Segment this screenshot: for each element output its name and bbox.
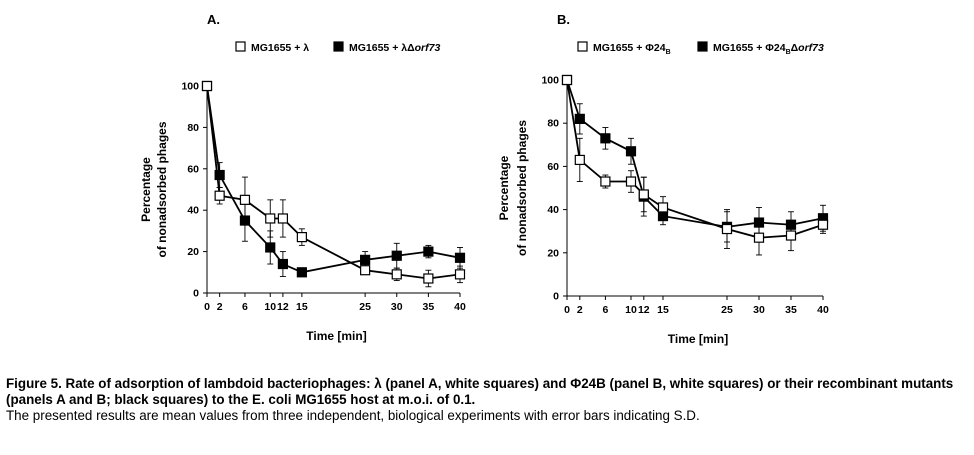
x-tick-label: 2 bbox=[577, 304, 583, 316]
y-axis-label: Percentage bbox=[497, 155, 511, 220]
data-point bbox=[785, 230, 797, 241]
series-line bbox=[206, 85, 461, 280]
y-tick-label: 80 bbox=[187, 122, 199, 134]
data-point bbox=[561, 74, 573, 86]
data-point bbox=[296, 232, 307, 243]
legend-marker bbox=[235, 41, 246, 52]
data-point bbox=[817, 219, 829, 230]
data-point bbox=[574, 154, 585, 166]
caption-title: Figure 5. Rate of adsorption of lambdoid… bbox=[6, 376, 954, 407]
data-point bbox=[423, 246, 434, 257]
y-tick-label: 40 bbox=[187, 205, 199, 217]
y-tick-label: 0 bbox=[553, 291, 559, 303]
data-point bbox=[574, 113, 585, 124]
data-point bbox=[265, 242, 276, 253]
data-point bbox=[657, 202, 669, 213]
x-tick-label: 12 bbox=[277, 301, 289, 313]
x-tick-label: 30 bbox=[753, 304, 765, 316]
data-point bbox=[360, 265, 371, 276]
x-tick-label: 35 bbox=[785, 304, 797, 316]
legend-label: MG1655 + λΔorf73 bbox=[349, 42, 440, 54]
panel-label: B. bbox=[557, 12, 570, 27]
data-point bbox=[625, 146, 637, 157]
data-point bbox=[277, 213, 288, 224]
data-point bbox=[625, 176, 637, 187]
x-tick-label: 6 bbox=[602, 304, 608, 316]
y-tick-label: 60 bbox=[547, 161, 559, 173]
x-tick-label: 35 bbox=[423, 301, 435, 313]
y-tick-label: 0 bbox=[193, 288, 199, 300]
data-point bbox=[423, 273, 434, 284]
data-point bbox=[265, 213, 276, 224]
series-open bbox=[201, 80, 466, 288]
data-point bbox=[239, 194, 251, 205]
series-line bbox=[566, 79, 824, 239]
x-tick-label: 10 bbox=[264, 301, 276, 313]
data-point bbox=[638, 189, 649, 200]
y-tick-label: 20 bbox=[187, 246, 199, 258]
data-point bbox=[214, 169, 225, 181]
y-axis-label: of nonadsorbed phages bbox=[515, 120, 529, 256]
x-tick-label: 25 bbox=[359, 301, 371, 313]
y-tick-label: 40 bbox=[547, 204, 559, 216]
y-axis-label: Percentage bbox=[139, 157, 153, 222]
x-tick-label: 40 bbox=[454, 301, 466, 313]
data-point bbox=[600, 133, 611, 144]
series-open bbox=[561, 74, 829, 256]
x-tick-label: 0 bbox=[204, 301, 210, 313]
y-tick-label: 100 bbox=[181, 81, 199, 93]
legend-marker bbox=[333, 41, 344, 52]
x-tick-label: 25 bbox=[721, 304, 733, 316]
x-tick-label: 10 bbox=[625, 304, 637, 316]
x-tick-label: 2 bbox=[217, 301, 223, 313]
series-filled bbox=[201, 80, 466, 278]
x-tick-label: 15 bbox=[296, 301, 308, 313]
data-point bbox=[391, 269, 402, 280]
legend-label: MG1655 + Φ24BΔorf73 bbox=[713, 42, 824, 56]
data-point bbox=[201, 80, 213, 92]
y-axis-label: of nonadsorbed phages bbox=[155, 121, 169, 257]
x-tick-label: 15 bbox=[657, 304, 669, 316]
x-tick-label: 6 bbox=[242, 301, 248, 313]
data-point bbox=[454, 252, 466, 263]
x-axis-label: Time [min] bbox=[306, 329, 366, 343]
data-point bbox=[600, 176, 611, 187]
legend-marker bbox=[577, 41, 588, 52]
panel-label: A. bbox=[207, 12, 220, 27]
x-axis-label: Time [min] bbox=[668, 332, 728, 346]
legend-label: MG1655 + λ bbox=[251, 42, 309, 54]
y-tick-label: 60 bbox=[187, 163, 199, 175]
data-point bbox=[214, 190, 225, 201]
legend-label: MG1655 + Φ24B bbox=[593, 42, 671, 56]
x-tick-label: 40 bbox=[817, 304, 829, 316]
legend-marker bbox=[697, 41, 708, 52]
x-tick-label: 12 bbox=[638, 304, 650, 316]
series-line bbox=[566, 79, 824, 228]
data-point bbox=[296, 267, 307, 278]
data-point bbox=[721, 223, 733, 235]
x-tick-label: 0 bbox=[564, 304, 570, 316]
data-point bbox=[391, 250, 402, 261]
x-tick-label: 30 bbox=[391, 301, 403, 313]
y-tick-label: 80 bbox=[547, 118, 559, 130]
data-point bbox=[753, 232, 765, 243]
figure-caption: Figure 5. Rate of adsorption of lambdoid… bbox=[6, 376, 968, 424]
y-tick-label: 100 bbox=[541, 75, 559, 87]
data-point bbox=[454, 269, 466, 280]
y-tick-label: 20 bbox=[547, 247, 559, 259]
caption-body: The presented results are mean values fr… bbox=[6, 408, 700, 423]
series-filled bbox=[561, 74, 829, 243]
data-point bbox=[277, 258, 288, 270]
data-point bbox=[360, 254, 371, 265]
